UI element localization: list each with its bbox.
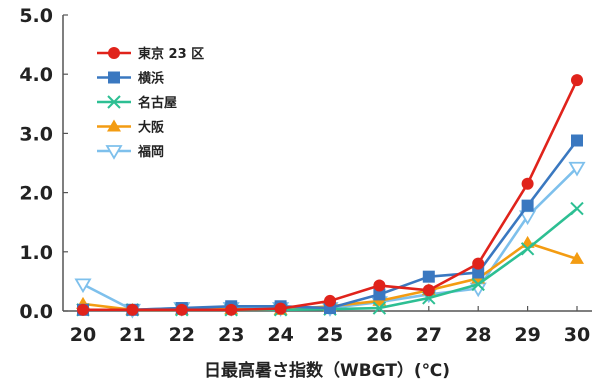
- x-tick-label: 28: [465, 324, 491, 346]
- data-point: [225, 303, 238, 316]
- axes: 0.0 1.0 2.0 3.0 4.0 5.0 20 21 22 23 24 25 26 27 28 29 30: [19, 5, 592, 346]
- data-point: [570, 201, 584, 216]
- data-point: [372, 301, 387, 315]
- legend-item: 福岡: [97, 144, 164, 160]
- y-tick-label: 1.0: [19, 242, 53, 264]
- data-point: [471, 277, 485, 292]
- data-point: [568, 161, 586, 177]
- x-tick-label: 22: [169, 324, 195, 346]
- data-point: [274, 302, 287, 315]
- legend-label: 名古屋: [138, 95, 177, 111]
- data-point: [472, 266, 485, 279]
- x-tick-label: 27: [416, 324, 442, 346]
- data-point: [126, 303, 139, 316]
- legend-marker: [108, 47, 120, 59]
- series-1: [77, 134, 583, 316]
- legend-label: 福岡: [137, 144, 164, 160]
- x-axis-title: 日最高暑さ指数（WBGT）(℃): [204, 360, 450, 381]
- legend-item: 名古屋: [97, 95, 177, 111]
- legend-item: 東京 23 区: [97, 46, 204, 62]
- legend-marker: [107, 119, 121, 132]
- x-tick-label: 25: [317, 324, 343, 346]
- series-0: [77, 74, 583, 316]
- x-tick-label: 30: [564, 324, 590, 346]
- data-point: [570, 251, 584, 264]
- x-tick-label: 29: [514, 324, 540, 346]
- legend-marker: [107, 95, 121, 109]
- data-point: [571, 74, 583, 87]
- y-tick-label: 0.0: [19, 301, 53, 323]
- legend-label: 横浜: [138, 71, 164, 87]
- series-line: [83, 79, 579, 312]
- legend-item: 大阪: [97, 119, 165, 136]
- x-tick-label: 20: [70, 324, 96, 346]
- legend-label: 大阪: [138, 120, 165, 136]
- data-point: [520, 242, 535, 256]
- data-point: [422, 270, 435, 283]
- data-point: [373, 288, 386, 301]
- series-4: [74, 161, 586, 319]
- data-point: [521, 177, 534, 190]
- legend-item: 横浜: [97, 71, 164, 87]
- data-point: [74, 278, 92, 294]
- y-tick-label: 3.0: [19, 123, 53, 145]
- data-point: [571, 134, 583, 147]
- data-point: [422, 284, 435, 297]
- legend-label: 東京 23 区: [138, 46, 204, 62]
- data-point: [77, 303, 89, 316]
- series-layer: [74, 74, 586, 319]
- data-point: [175, 303, 188, 316]
- y-tick-label: 2.0: [19, 183, 53, 205]
- data-point: [472, 257, 485, 270]
- x-tick-label: 24: [267, 324, 293, 346]
- legend-marker: [108, 71, 120, 84]
- y-tick-label: 5.0: [19, 5, 53, 27]
- legend-marker: [105, 145, 123, 160]
- y-tick-label: 4.0: [19, 64, 53, 86]
- data-point: [324, 294, 336, 307]
- x-tick-label: 23: [218, 324, 244, 346]
- x-tick-label: 26: [366, 324, 392, 346]
- x-tick-label: 21: [119, 324, 145, 346]
- data-point: [521, 199, 534, 212]
- data-point: [373, 279, 386, 292]
